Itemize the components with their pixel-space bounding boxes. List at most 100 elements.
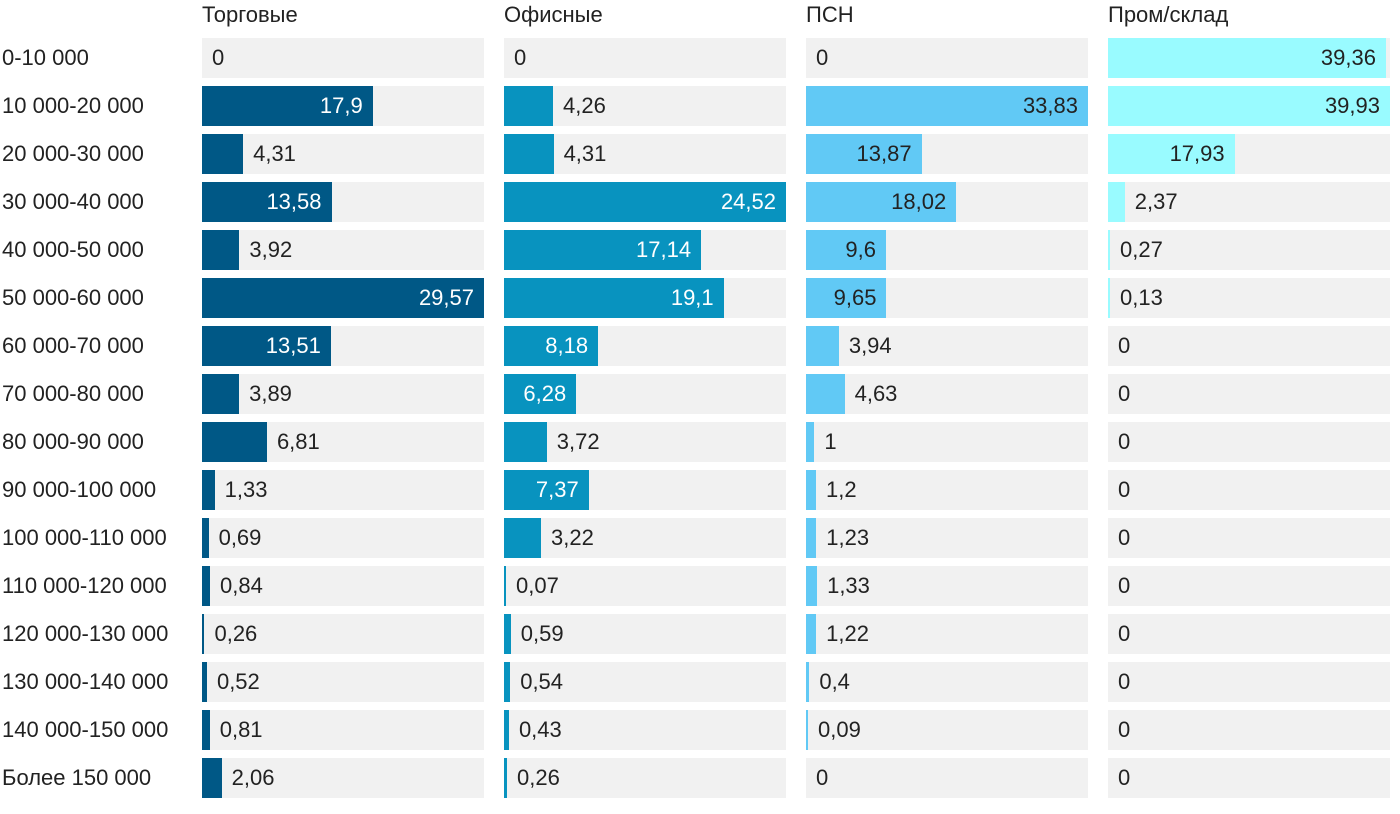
column-header-3: Пром/склад — [1108, 2, 1229, 27]
bar-track: 7,37 — [504, 470, 786, 510]
category-label: 50 000-60 000 — [2, 285, 144, 310]
bar-track: 0,4 — [806, 662, 1088, 702]
bar — [202, 86, 373, 126]
bar-track: 3,92 — [202, 230, 484, 270]
data-label: 0,81 — [219, 717, 263, 742]
bar-track: 0 — [1108, 614, 1390, 654]
bar — [806, 710, 808, 750]
bar — [202, 566, 210, 606]
data-label: 0,54 — [520, 669, 564, 694]
data-label: 0,07 — [516, 573, 559, 598]
bar — [806, 662, 810, 702]
data-label: 0,59 — [520, 621, 564, 646]
bar — [202, 230, 240, 270]
data-label: 1,22 — [826, 621, 869, 646]
bar-track: 4,31 — [202, 134, 484, 174]
bar-track: 3,89 — [202, 374, 484, 414]
bar-track: 0 — [806, 758, 1088, 798]
bar-track: 4,63 — [806, 374, 1088, 414]
bar — [806, 86, 1088, 126]
data-label: 0 — [1118, 573, 1131, 598]
column-header-2: ПСН — [806, 2, 854, 27]
bar — [504, 566, 506, 606]
bar-track: 0,43 — [504, 710, 786, 750]
category-label: 10 000-20 000 — [2, 93, 144, 118]
data-label: 0 — [816, 765, 829, 790]
category-label: 100 000-110 000 — [2, 525, 167, 550]
data-label: 0 — [212, 45, 225, 70]
bar — [806, 326, 839, 366]
bar — [504, 86, 553, 126]
bar-track: 0 — [504, 38, 786, 78]
bar — [504, 278, 724, 318]
category-label: 120 000-130 000 — [2, 621, 169, 646]
bar-track: 0 — [1108, 518, 1390, 558]
bar — [1108, 38, 1386, 78]
bar — [504, 374, 577, 414]
data-label: 4,26 — [562, 93, 606, 118]
bar — [1108, 134, 1235, 174]
bar — [504, 662, 511, 702]
data-label: 0,43 — [518, 717, 562, 742]
bar — [806, 374, 845, 414]
bar-track: 0 — [1108, 662, 1390, 702]
category-label: 70 000-80 000 — [2, 381, 144, 406]
bar-track: 17,93 — [1108, 134, 1390, 174]
bar — [202, 470, 215, 510]
category-label: 40 000-50 000 — [2, 237, 144, 262]
bar-track: 0,54 — [504, 662, 786, 702]
data-label: 13,51 — [265, 333, 321, 358]
data-label: 0 — [1118, 429, 1131, 454]
data-label: 4,63 — [854, 381, 898, 406]
data-label: 0 — [1118, 717, 1131, 742]
bar-track: 2,37 — [1108, 182, 1390, 222]
data-label: 17,9 — [319, 93, 363, 118]
bar-track: 9,6 — [806, 230, 1088, 270]
bar — [1108, 230, 1110, 270]
bar-track: 1,33 — [806, 566, 1088, 606]
data-label: 1,33 — [224, 477, 268, 502]
bar-track: 0,26 — [504, 758, 786, 798]
bar-track: 4,26 — [504, 86, 786, 126]
bar-track: 17,14 — [504, 230, 786, 270]
data-label: 39,36 — [1320, 45, 1376, 70]
data-label: 3,94 — [848, 333, 892, 358]
data-label: 3,72 — [556, 429, 600, 454]
category-label: 0-10 000 — [2, 45, 89, 70]
bar — [504, 614, 511, 654]
data-label: 0,84 — [220, 573, 263, 598]
bar-track: 0 — [1108, 326, 1390, 366]
category-label: Более 150 000 — [2, 765, 152, 790]
bar-track: 6,28 — [504, 374, 786, 414]
category-label: 80 000-90 000 — [2, 429, 144, 454]
bar-track: 0 — [1108, 710, 1390, 750]
bar — [504, 230, 702, 270]
bar-track: 0 — [202, 38, 484, 78]
bar-track: 24,52 — [504, 182, 786, 222]
bar-track: 0,13 — [1108, 278, 1390, 318]
bar-track: 3,72 — [504, 422, 786, 462]
bar — [202, 518, 209, 558]
bar — [202, 182, 332, 222]
bar-track: 19,1 — [504, 278, 786, 318]
data-label: 29,57 — [418, 285, 474, 310]
data-label: 2,37 — [1134, 189, 1178, 214]
bar-track: 9,65 — [806, 278, 1088, 318]
bar — [202, 278, 484, 318]
data-label: 0,13 — [1120, 285, 1163, 310]
bar-track: 0 — [1108, 422, 1390, 462]
bar-track: 0,69 — [202, 518, 484, 558]
data-label: 0,4 — [819, 669, 850, 694]
bar — [202, 422, 267, 462]
data-label: 1,33 — [827, 573, 870, 598]
bar — [202, 134, 244, 174]
data-label: 0 — [1118, 765, 1131, 790]
bar — [202, 374, 240, 414]
data-label: 19,1 — [670, 285, 714, 310]
data-label: 1,23 — [826, 525, 870, 550]
data-label: 17,14 — [636, 237, 692, 262]
bar-track: 2,06 — [202, 758, 484, 798]
bar-track: 1,22 — [806, 614, 1088, 654]
data-label: 0,09 — [818, 717, 861, 742]
bar-track: 13,51 — [202, 326, 484, 366]
